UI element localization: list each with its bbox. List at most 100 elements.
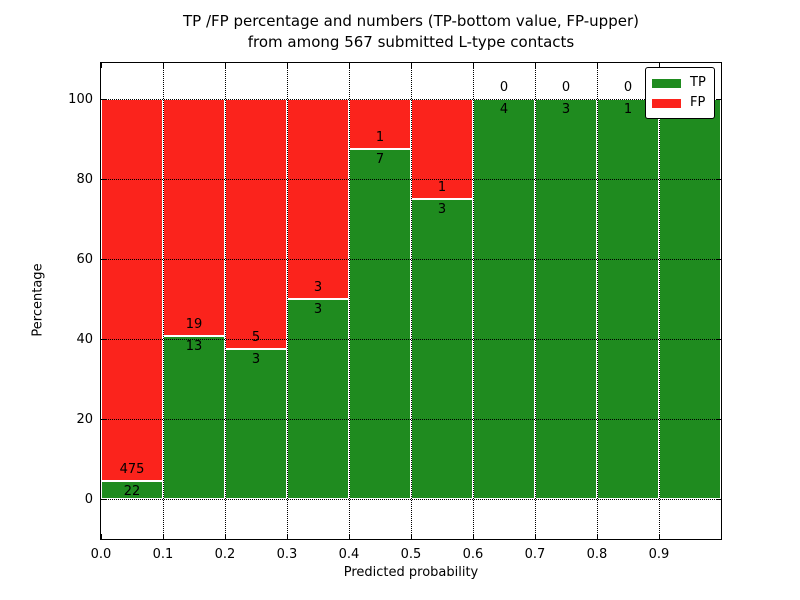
bar-tp-segment — [163, 336, 225, 499]
x-tick-label: 0.5 — [400, 547, 422, 562]
y-gridline — [101, 339, 721, 340]
fp-count-label: 5 — [251, 330, 261, 345]
x-tick-label: 0.7 — [524, 547, 546, 562]
y-tick-mark — [101, 339, 106, 340]
tp-count-label: 4 — [499, 102, 509, 117]
x-tick-mark-top — [659, 63, 660, 68]
x-tick-label: 0.9 — [648, 547, 670, 562]
y-gridline — [101, 419, 721, 420]
y-tick-mark — [101, 259, 106, 260]
x-tick-mark — [659, 534, 660, 539]
y-tick-mark-right — [716, 499, 721, 500]
x-tick-mark-top — [163, 63, 164, 68]
x-gridline — [473, 63, 474, 539]
x-gridline — [225, 63, 226, 539]
y-tick-label: 20 — [76, 412, 93, 427]
bar-fp-segment — [225, 99, 287, 349]
y-gridline — [101, 179, 721, 180]
fp-count-label: 1 — [437, 180, 447, 195]
bar-tp-segment — [411, 199, 473, 499]
fp-count-label: 3 — [313, 280, 323, 295]
bar-tp-segment — [101, 481, 163, 499]
y-tick-mark — [101, 99, 106, 100]
x-tick-mark-top — [101, 63, 102, 68]
chart-title-line2: from among 567 submitted L-type contacts — [247, 33, 575, 51]
x-tick-mark — [411, 534, 412, 539]
chart-title: TP /FP percentage and numbers (TP-bottom… — [100, 11, 722, 53]
fp-count-label: 1 — [375, 130, 385, 145]
x-tick-mark — [287, 534, 288, 539]
x-tick-label: 0.2 — [214, 547, 236, 562]
fp-count-label: 19 — [185, 317, 203, 333]
x-tick-mark — [721, 534, 722, 539]
bar-fp-segment — [163, 99, 225, 337]
bar-tp-segment — [225, 349, 287, 499]
y-tick-mark — [101, 499, 106, 500]
x-gridline — [659, 63, 660, 539]
x-gridline — [349, 63, 350, 539]
x-tick-mark — [597, 534, 598, 539]
chart-title-line1: TP /FP percentage and numbers (TP-bottom… — [183, 12, 639, 30]
legend: TP FP — [645, 67, 715, 119]
tp-count-label: 3 — [251, 352, 261, 367]
bar-tp-segment — [349, 149, 411, 499]
x-axis-label: Predicted probability — [343, 565, 479, 580]
y-tick-label: 60 — [76, 252, 93, 267]
x-gridline — [287, 63, 288, 539]
x-tick-mark-top — [411, 63, 412, 68]
fp-count-label: 0 — [561, 80, 571, 95]
fp-count-label: 0 — [499, 80, 509, 95]
x-tick-mark — [163, 534, 164, 539]
x-tick-label: 0.4 — [338, 547, 360, 562]
x-tick-mark-top — [597, 63, 598, 68]
y-tick-mark-right — [716, 99, 721, 100]
legend-swatch-fp-icon — [652, 98, 681, 108]
legend-item-tp: TP — [652, 73, 706, 93]
tp-count-label: 13 — [185, 339, 203, 355]
x-tick-mark-top — [287, 63, 288, 68]
x-tick-mark — [225, 534, 226, 539]
y-tick-label: 0 — [84, 492, 93, 507]
y-tick-mark-right — [716, 179, 721, 180]
bar-tp-segment — [535, 99, 597, 499]
x-tick-label: 0.6 — [462, 547, 484, 562]
y-tick-mark-right — [716, 339, 721, 340]
bar-fp-segment — [101, 99, 163, 482]
y-axis-label: Percentage — [30, 263, 46, 337]
tp-count-label: 7 — [375, 152, 385, 167]
y-tick-label: 100 — [68, 92, 93, 107]
tp-count-label: 3 — [561, 102, 571, 117]
fp-count-label: 0 — [623, 80, 633, 95]
x-tick-label: 0.1 — [152, 547, 174, 562]
tp-count-label: 1 — [623, 102, 633, 117]
y-gridline — [101, 259, 721, 260]
x-tick-label: 0.0 — [90, 547, 112, 562]
y-tick-mark-right — [716, 419, 721, 420]
y-tick-mark — [101, 419, 106, 420]
x-tick-mark — [535, 534, 536, 539]
x-tick-mark-top — [473, 63, 474, 68]
y-tick-mark-right — [716, 259, 721, 260]
y-gridline — [101, 99, 721, 100]
plot-area: 47522191353331713040301040.00.10.20.30.4… — [68, 62, 722, 562]
x-tick-mark-top — [225, 63, 226, 68]
x-tick-mark-top — [535, 63, 536, 68]
x-tick-mark-top — [349, 63, 350, 68]
bar-tp-segment — [287, 299, 349, 499]
x-tick-mark — [473, 534, 474, 539]
legend-swatch-tp-icon — [652, 78, 681, 88]
bar-fp-segment — [349, 99, 411, 149]
x-tick-mark — [101, 534, 102, 539]
fp-count-label: 475 — [119, 462, 145, 478]
tp-count-label: 3 — [313, 302, 323, 317]
x-gridline — [163, 63, 164, 539]
tp-count-label: 3 — [437, 202, 447, 217]
x-tick-label: 0.3 — [276, 547, 298, 562]
legend-label-tp: TP — [690, 75, 706, 90]
bar-tp-segment — [473, 99, 535, 499]
y-tick-label: 40 — [76, 332, 93, 347]
bar-fp-segment — [411, 99, 473, 199]
x-gridline — [411, 63, 412, 539]
legend-label-fp: FP — [690, 95, 706, 110]
